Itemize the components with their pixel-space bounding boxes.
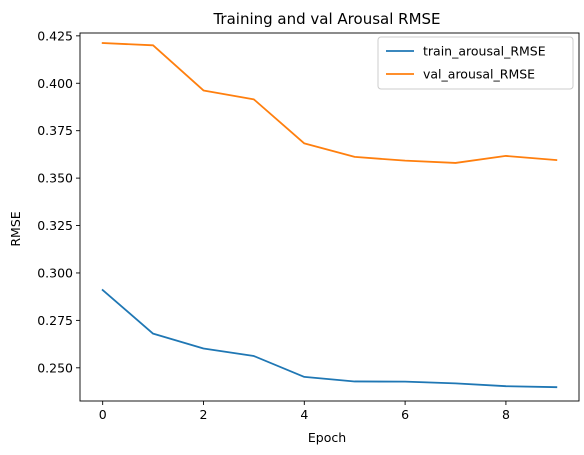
legend-box: [377, 36, 574, 90]
x-tick-label: 0: [99, 407, 107, 422]
x-axis-label: Epoch: [308, 430, 346, 445]
y-axis-label: RMSE: [8, 211, 23, 246]
y-tick-label: 0.325: [37, 218, 73, 233]
x-tick-label: 6: [401, 407, 409, 422]
plot-area: [79, 32, 580, 402]
axes-frame: [79, 32, 580, 402]
x-tick-label: 4: [300, 407, 308, 422]
series-layer: [101, 42, 558, 389]
y-tick-label: 0.275: [37, 313, 73, 328]
chart-title: Training and val Arousal RMSE: [212, 10, 440, 28]
y-tick-label: 0.400: [37, 76, 73, 91]
series-line-train: [101, 288, 558, 389]
y-tick-label: 0.375: [37, 123, 73, 138]
x-tick-label: 2: [200, 407, 208, 422]
x-axis: 0 2 4 6 8: [99, 401, 510, 422]
legend: train_arousal_RMSE val_arousal_RMSE: [377, 36, 574, 90]
y-tick-label: 0.350: [37, 171, 73, 186]
y-tick-label: 0.300: [37, 265, 73, 280]
y-tick-label: 0.425: [37, 28, 73, 43]
y-axis: 0.250 0.275 0.300 0.325 0.350 0.375 0.400 0.425: [37, 28, 80, 375]
x-tick-label: 8: [502, 407, 510, 422]
series-line-val: [101, 42, 558, 164]
legend-label-train: train_arousal_RMSE: [423, 44, 546, 59]
y-tick-label: 0.250: [37, 360, 73, 375]
legend-label-val: val_arousal_RMSE: [423, 67, 535, 82]
